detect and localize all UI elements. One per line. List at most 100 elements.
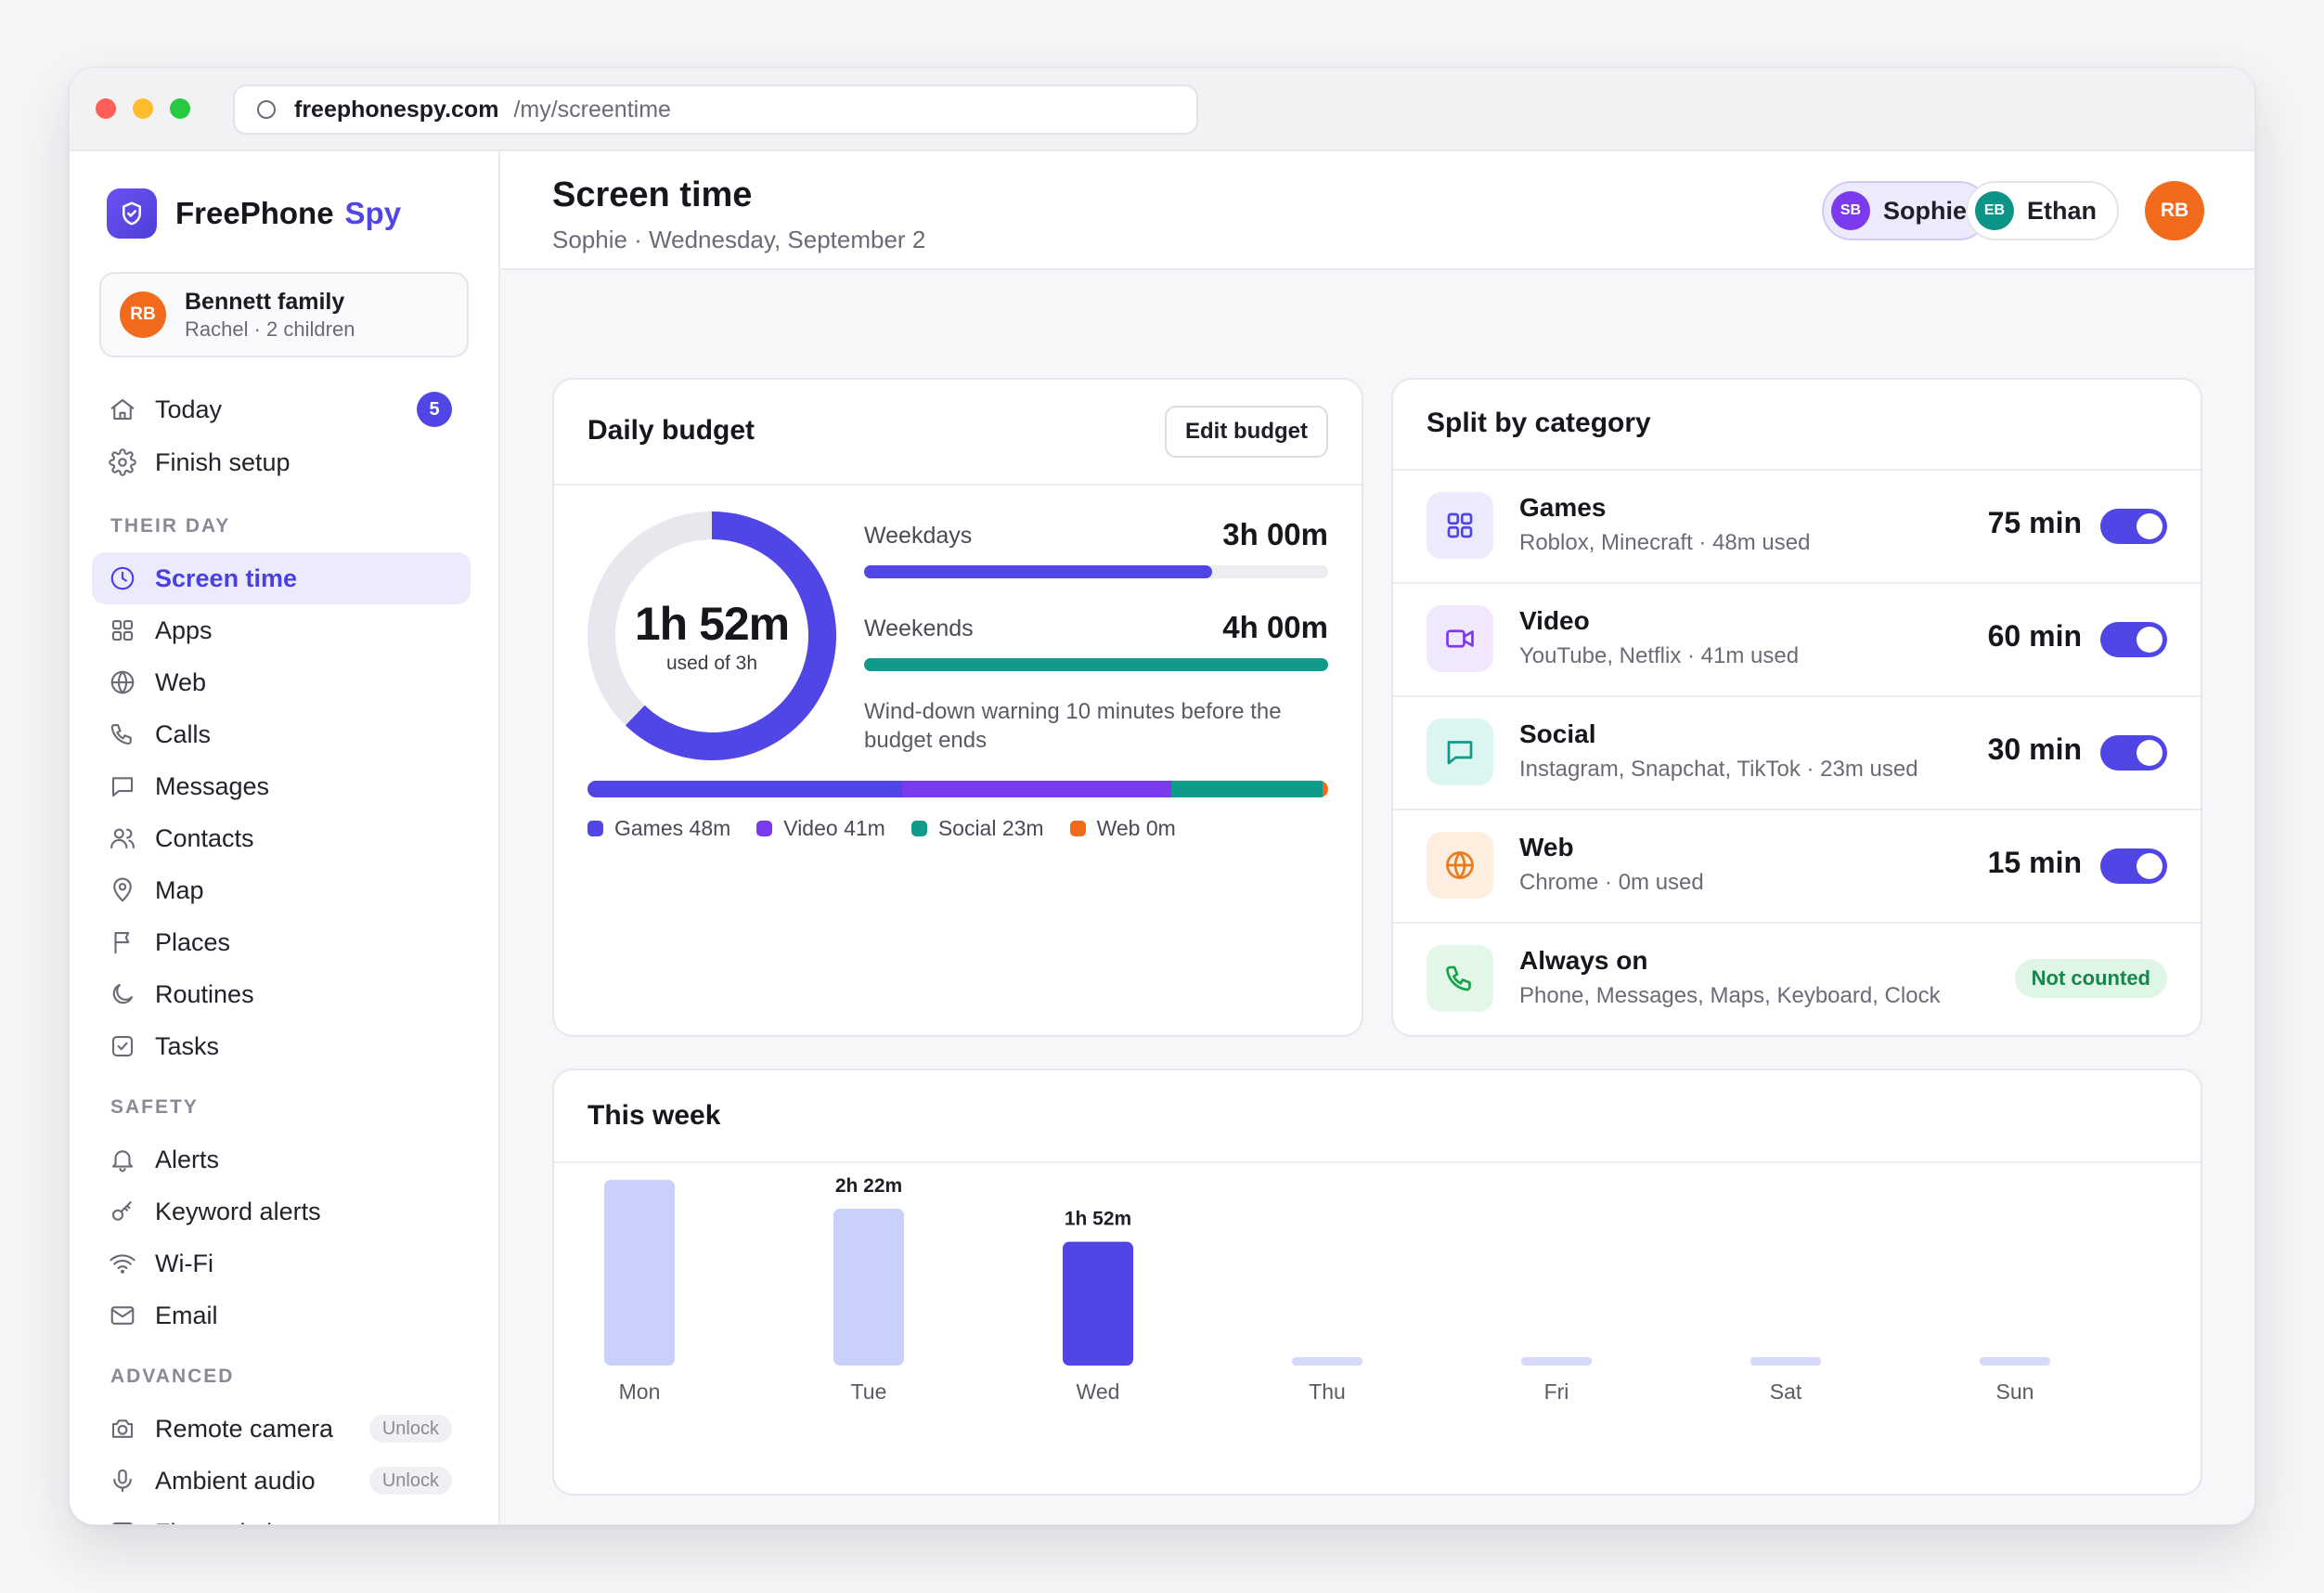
category-limit-toggle[interactable]	[2100, 622, 2167, 657]
mic-icon	[107, 1465, 138, 1496]
card-title: Daily budget	[587, 415, 755, 446]
category-limit-toggle[interactable]	[2100, 735, 2167, 771]
close-window-button[interactable]	[96, 98, 116, 119]
sidebar-item-tasks[interactable]: Tasks	[92, 1020, 471, 1072]
brand-accent: Spy	[344, 196, 402, 230]
category-limit-toggle[interactable]	[2100, 509, 2167, 544]
edit-budget-button[interactable]: Edit budget	[1165, 406, 1328, 458]
gear-icon	[107, 447, 138, 478]
globe-icon	[107, 667, 138, 698]
category-limit[interactable]: 60 min	[1987, 619, 2082, 653]
unlock-pill[interactable]: Unlock	[368, 1467, 452, 1495]
sidebar-item-wi-fi[interactable]: Wi-Fi	[92, 1237, 471, 1289]
avatar: EB	[1974, 191, 2014, 230]
sidebar-item-contacts[interactable]: Contacts	[92, 812, 471, 864]
sidebar-item-remote-camera[interactable]: Remote camera Unlock	[92, 1403, 471, 1455]
bar-sun[interactable]	[1980, 1357, 2050, 1366]
category-limit[interactable]: 30 min	[1987, 732, 2082, 766]
bar-mon[interactable]	[604, 1180, 675, 1366]
users-icon	[107, 822, 138, 854]
grid-icon	[1427, 492, 1493, 559]
used-value: 1h 52m	[634, 598, 790, 650]
sidebar-item-apps[interactable]: Apps	[92, 604, 471, 656]
legend-label: Games 48m	[614, 816, 731, 840]
sidebar-item-flagged-photos[interactable]: Flagged photos	[92, 1507, 471, 1524]
usage-segment	[587, 781, 903, 797]
sidebar-item-label: Wi-Fi	[155, 1249, 213, 1277]
sidebar-item-calls[interactable]: Calls	[92, 708, 471, 760]
family-name: Bennett family	[185, 288, 345, 315]
usage-segment	[1322, 781, 1328, 797]
sidebar-item-places[interactable]: Places	[92, 916, 471, 968]
bar-sat[interactable]	[1750, 1357, 1821, 1366]
child-name: Ethan	[2026, 196, 2097, 225]
sidebar-item-screen-time[interactable]: Screen time	[92, 552, 471, 604]
minimize-window-button[interactable]	[133, 98, 153, 119]
sidebar-item-label: Screen time	[155, 563, 298, 592]
mail-icon	[107, 1300, 138, 1331]
limit-value: 3h 00m	[1222, 517, 1328, 551]
category-split-card: Split by category Games Roblox, Minecraft…	[1391, 378, 2202, 1037]
checkbox-icon	[107, 1030, 138, 1062]
card-title: Split by category	[1427, 408, 1651, 438]
daily-budget-card: Daily budget Edit budget 1h 52m used of …	[552, 378, 1363, 1037]
category-usage-bar	[587, 781, 1328, 797]
sidebar-item-web[interactable]: Web	[92, 656, 471, 708]
toggle-knob	[2137, 627, 2163, 653]
category-limit[interactable]: 15 min	[1987, 846, 2082, 879]
x-tick-label: Thu	[1309, 1379, 1346, 1404]
category-row: Always on Phone, Messages, Maps, Keyboard…	[1393, 922, 2201, 1035]
category-description: Phone, Messages, Maps, Keyboard, Clock	[1519, 983, 1941, 1008]
brand[interactable]: FreePhone Spy	[107, 188, 401, 239]
family-switcher[interactable]: RB Bennett family Rachel · 2 children	[99, 272, 469, 357]
sidebar-item-ambient-audio[interactable]: Ambient audio Unlock	[92, 1455, 471, 1507]
legend-swatch	[1069, 821, 1086, 836]
category-limit[interactable]: 75 min	[1987, 506, 2082, 539]
user-avatar[interactable]: RB	[2145, 181, 2204, 240]
child-pill-ethan[interactable]: EB Ethan	[1965, 181, 2119, 240]
legend-item: Video 41m	[756, 816, 885, 841]
sidebar-item-label: Flagged photos	[155, 1519, 328, 1525]
child-pill-sophie[interactable]: SB Sophie	[1821, 181, 1989, 240]
sidebar-item-finish-setup[interactable]: Finish setup	[92, 436, 471, 488]
phone-icon	[1427, 945, 1493, 1012]
site-info-icon[interactable]	[257, 100, 276, 119]
sidebar-item-label: Alerts	[155, 1145, 220, 1173]
chat-icon	[1427, 719, 1493, 785]
legend-label: Social 23m	[937, 816, 1044, 840]
sidebar-item-alerts[interactable]: Alerts	[92, 1133, 471, 1185]
sidebar-item-label: Routines	[155, 979, 254, 1008]
data-label: 2h 22m	[835, 1175, 902, 1197]
brand-name: FreePhone	[175, 196, 334, 230]
category-name: Games	[1519, 493, 1607, 522]
donut-center: 1h 52m used of 3h	[587, 512, 836, 760]
sidebar-item-label: Remote camera	[155, 1414, 334, 1443]
sidebar-item-messages[interactable]: Messages	[92, 760, 471, 812]
bar-tue[interactable]	[833, 1208, 904, 1366]
category-limit-toggle[interactable]	[2100, 848, 2167, 884]
avatar: RB	[120, 291, 166, 338]
wind-down-note: Wind-down warning 10 minutes before the …	[864, 699, 1282, 753]
category-name: Always on	[1519, 946, 1648, 975]
sidebar-item-keyword-alerts[interactable]: Keyword alerts	[92, 1185, 471, 1237]
browser-window: freephonespy.com /my/screentime FreePhon…	[69, 67, 2255, 1525]
bar-thu[interactable]	[1292, 1357, 1362, 1366]
category-description: Chrome · 0m used	[1519, 870, 1704, 895]
unlock-pill[interactable]: Unlock	[368, 1415, 452, 1443]
address-bar[interactable]: freephonespy.com /my/screentime	[233, 84, 1198, 135]
section-label: THEIR DAY	[110, 515, 231, 537]
maximize-window-button[interactable]	[170, 98, 190, 119]
sidebar-item-map[interactable]: Map	[92, 864, 471, 916]
legend-item: Games 48m	[587, 816, 730, 841]
sidebar-item-today[interactable]: Today 5	[92, 383, 471, 435]
divider	[1393, 922, 2201, 924]
sidebar-item-routines[interactable]: Routines	[92, 968, 471, 1020]
sidebar-item-label: Messages	[155, 771, 270, 800]
bar-wed[interactable]	[1063, 1241, 1133, 1366]
toggle-knob	[2137, 853, 2163, 879]
bar-fri[interactable]	[1521, 1357, 1592, 1366]
moon-icon	[107, 978, 138, 1010]
avatar: SB	[1830, 191, 1870, 230]
sidebar-item-label: Calls	[155, 719, 212, 748]
sidebar-item-email[interactable]: Email	[92, 1289, 471, 1341]
